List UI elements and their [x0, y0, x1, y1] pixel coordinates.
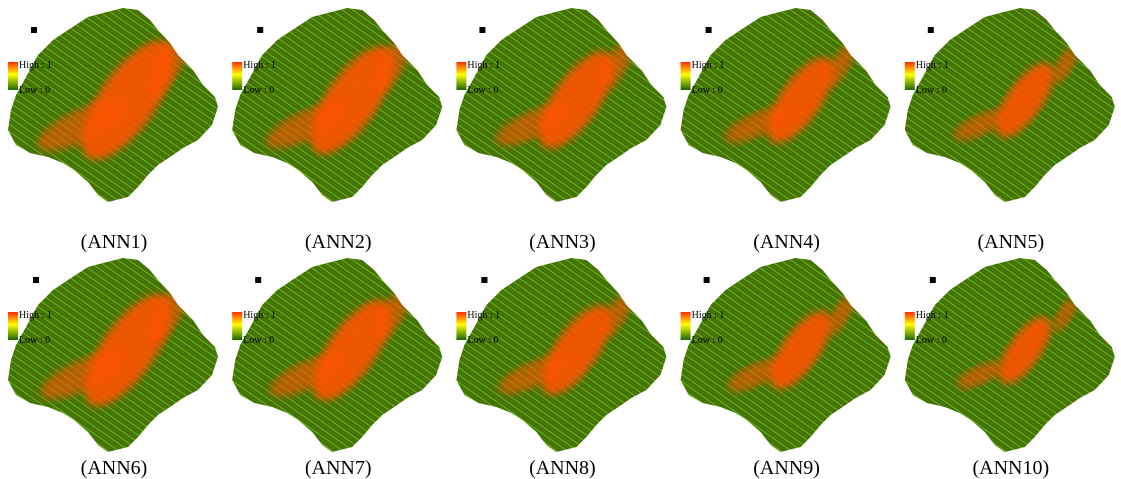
legend-low: Low : 0 — [243, 335, 274, 346]
legend-ramp — [8, 62, 18, 90]
caption: (ANN1) — [81, 231, 148, 253]
map-panel: High : 1 Low : 0 (ANN8) — [456, 258, 666, 479]
map-panel: High : 1 Low : 0 (ANN5) — [905, 8, 1115, 253]
legend-low: Low : 0 — [243, 85, 274, 96]
figure: High : 1 Low : 0 (ANN1) High : 1 Low : 0 (ANN… — [0, 0, 1121, 479]
caption: (ANN6) — [81, 457, 148, 479]
north-marker — [930, 277, 936, 283]
north-marker — [31, 27, 37, 33]
legend-high: High : 1 — [19, 60, 52, 71]
legend-ramp — [905, 312, 915, 340]
map-panel: High : 1 Low : 0 (ANN7) — [232, 258, 442, 479]
legend-ramp — [232, 312, 242, 340]
legend-ramp — [456, 62, 466, 90]
legend-ramp — [681, 312, 691, 340]
legend-low: Low : 0 — [19, 335, 50, 346]
legend-low: Low : 0 — [467, 85, 498, 96]
caption: (ANN7) — [305, 457, 372, 479]
map-panel: High : 1 Low : 0 (ANN9) — [681, 258, 891, 479]
legend-high: High : 1 — [243, 60, 276, 71]
north-marker — [257, 27, 263, 33]
legend-low: Low : 0 — [467, 335, 498, 346]
legend-low: Low : 0 — [692, 335, 723, 346]
caption: (ANN4) — [753, 231, 820, 253]
legend-high: High : 1 — [243, 310, 276, 321]
susceptibility-map — [681, 258, 891, 452]
caption: (ANN2) — [305, 231, 372, 253]
north-marker — [704, 277, 710, 283]
caption: (ANN3) — [529, 231, 596, 253]
legend-ramp — [8, 312, 18, 340]
susceptibility-map — [232, 8, 442, 202]
caption: (ANN10) — [972, 457, 1049, 479]
legend-high: High : 1 — [916, 310, 949, 321]
north-marker — [928, 27, 934, 33]
legend-ramp — [681, 62, 691, 90]
susceptibility-map — [905, 258, 1115, 452]
susceptibility-map — [8, 8, 218, 202]
caption: (ANN5) — [977, 231, 1044, 253]
legend-ramp — [232, 62, 242, 90]
caption: (ANN8) — [529, 457, 596, 479]
legend-low: Low : 0 — [916, 335, 947, 346]
susceptibility-map — [232, 258, 442, 452]
susceptibility-map — [905, 8, 1115, 202]
legend-high: High : 1 — [916, 60, 949, 71]
legend-high: High : 1 — [467, 310, 500, 321]
legend-low: Low : 0 — [692, 85, 723, 96]
susceptibility-map — [456, 258, 666, 452]
north-marker — [255, 277, 261, 283]
legend-low: Low : 0 — [916, 85, 947, 96]
legend-high: High : 1 — [692, 310, 725, 321]
map-panel: High : 1 Low : 0 (ANN10) — [905, 258, 1115, 479]
north-marker — [706, 27, 712, 33]
legend-high: High : 1 — [692, 60, 725, 71]
map-panel: High : 1 Low : 0 (ANN6) — [8, 258, 218, 479]
legend-low: Low : 0 — [19, 85, 50, 96]
north-marker — [481, 277, 487, 283]
susceptibility-map — [456, 8, 666, 202]
legend-high: High : 1 — [467, 60, 500, 71]
map-panel: High : 1 Low : 0 (ANN2) — [232, 8, 442, 253]
map-panel: High : 1 Low : 0 (ANN4) — [681, 8, 891, 253]
north-marker — [479, 27, 485, 33]
susceptibility-map — [8, 258, 218, 452]
caption: (ANN9) — [753, 457, 820, 479]
susceptibility-map — [681, 8, 891, 202]
map-panel: High : 1 Low : 0 (ANN1) — [8, 8, 218, 253]
legend-ramp — [456, 312, 466, 340]
map-panel: High : 1 Low : 0 (ANN3) — [456, 8, 666, 253]
legend-ramp — [905, 62, 915, 90]
north-marker — [33, 277, 39, 283]
legend-high: High : 1 — [19, 310, 52, 321]
